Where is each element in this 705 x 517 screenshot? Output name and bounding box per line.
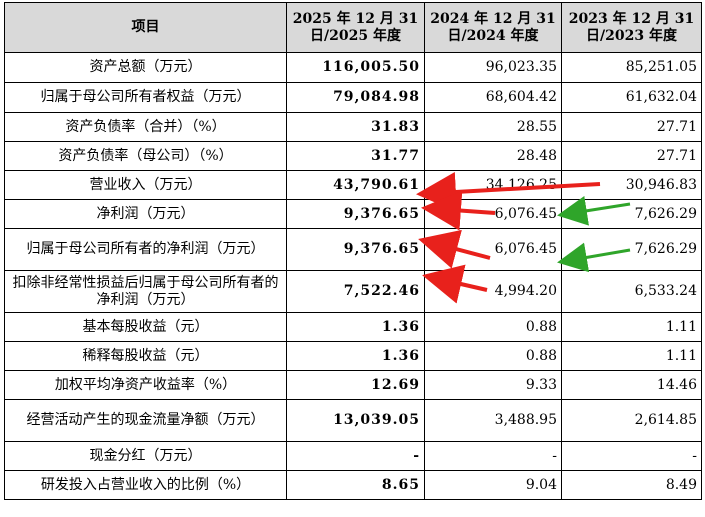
financial-summary-table: 项目 2025 年 12 月 31 日/2025 年度 2024 年 12 月 … bbox=[4, 2, 702, 500]
value-2023: 85,251.05 bbox=[561, 52, 702, 83]
value-2024: 9.33 bbox=[424, 370, 562, 400]
value-2024: 4,994.20 bbox=[424, 270, 562, 313]
table-row: 经营活动产生的现金流量净额（万元） 13,039.05 3,488.95 2,614.… bbox=[4, 399, 702, 442]
value-2025: 9,376.65 bbox=[286, 199, 425, 229]
value-2025: 9,376.65 bbox=[286, 228, 425, 271]
row-label: 资产总额（万元） bbox=[4, 52, 287, 83]
value-2023: 27.71 bbox=[561, 112, 702, 142]
row-label: 基本每股收益（元） bbox=[4, 312, 287, 342]
table-row: 营业收入（万元） 43,790.61 34,126.25 30,946.83 bbox=[4, 170, 702, 200]
value-2023: 8.49 bbox=[561, 470, 702, 500]
value-2025: 79,084.98 bbox=[286, 82, 425, 113]
row-label: 扣除非经常性损益后归属于母公司所有者的净利润（万元） bbox=[4, 270, 287, 313]
value-2025: 13,039.05 bbox=[286, 399, 425, 442]
value-2023: - bbox=[561, 441, 702, 471]
header-row: 项目 2025 年 12 月 31 日/2025 年度 2024 年 12 月 … bbox=[4, 2, 702, 53]
row-label: 经营活动产生的现金流量净额（万元） bbox=[4, 399, 287, 442]
header-2024: 2024 年 12 月 31 日/2024 年度 bbox=[424, 2, 562, 53]
value-2024: 96,023.35 bbox=[424, 52, 562, 83]
value-2024: 9.04 bbox=[424, 470, 562, 500]
row-label: 净利润（万元） bbox=[4, 199, 287, 229]
row-label: 归属于母公司所有者的净利润（万元） bbox=[4, 228, 287, 271]
value-2024: 68,604.42 bbox=[424, 82, 562, 113]
table-row: 稀释每股收益（元） 1.36 0.88 1.11 bbox=[4, 341, 702, 371]
value-2024: 3,488.95 bbox=[424, 399, 562, 442]
row-label: 资产负债率（母公司）（%） bbox=[4, 141, 287, 171]
value-2024: 6,076.45 bbox=[424, 228, 562, 271]
value-2023: 2,614.85 bbox=[561, 399, 702, 442]
value-2023: 1.11 bbox=[561, 341, 702, 371]
value-2023: 14.46 bbox=[561, 370, 702, 400]
value-2025: 7,522.46 bbox=[286, 270, 425, 313]
table-row: 现金分红（万元） - - - bbox=[4, 441, 702, 471]
table-row: 资产负债率（母公司）（%） 31.77 28.48 27.71 bbox=[4, 141, 702, 171]
table-row: 扣除非经常性损益后归属于母公司所有者的净利润（万元） 7,522.46 4,994.… bbox=[4, 270, 702, 313]
row-label: 研发投入占营业收入的比例（%） bbox=[4, 470, 287, 500]
row-label: 加权平均净资产收益率（%） bbox=[4, 370, 287, 400]
value-2024: 28.55 bbox=[424, 112, 562, 142]
value-2023: 61,632.04 bbox=[561, 82, 702, 113]
value-2024: 34,126.25 bbox=[424, 170, 562, 200]
table-row: 加权平均净资产收益率（%） 12.69 9.33 14.46 bbox=[4, 370, 702, 400]
value-2025: 8.65 bbox=[286, 470, 425, 500]
row-label: 现金分红（万元） bbox=[4, 441, 287, 471]
row-label: 稀释每股收益（元） bbox=[4, 341, 287, 371]
value-2024: 0.88 bbox=[424, 312, 562, 342]
value-2023: 27.71 bbox=[561, 141, 702, 171]
table-row: 净利润（万元） 9,376.65 6,076.45 7,626.29 bbox=[4, 199, 702, 229]
value-2023: 1.11 bbox=[561, 312, 702, 342]
value-2023: 6,533.24 bbox=[561, 270, 702, 313]
header-2023: 2023 年 12 月 31 日/2023 年度 bbox=[561, 2, 702, 53]
row-label: 资产负债率（合并）（%） bbox=[4, 112, 287, 142]
value-2025: 43,790.61 bbox=[286, 170, 425, 200]
table-row: 基本每股收益（元） 1.36 0.88 1.11 bbox=[4, 312, 702, 342]
table-row: 资产负债率（合并）（%） 31.83 28.55 27.71 bbox=[4, 112, 702, 142]
value-2023: 7,626.29 bbox=[561, 199, 702, 229]
value-2025: - bbox=[286, 441, 425, 471]
table-row: 归属于母公司所有者权益（万元） 79,084.98 68,604.42 61,632.… bbox=[4, 82, 702, 113]
table-row: 归属于母公司所有者的净利润（万元） 9,376.65 6,076.45 7,626.2… bbox=[4, 228, 702, 271]
row-label: 营业收入（万元） bbox=[4, 170, 287, 200]
table-row: 研发投入占营业收入的比例（%） 8.65 9.04 8.49 bbox=[4, 470, 702, 500]
value-2024: 6,076.45 bbox=[424, 199, 562, 229]
value-2025: 1.36 bbox=[286, 312, 425, 342]
table-row: 资产总额（万元） 116,005.50 96,023.35 85,251.05 bbox=[4, 52, 702, 83]
value-2025: 116,005.50 bbox=[286, 52, 425, 83]
value-2025: 31.77 bbox=[286, 141, 425, 171]
value-2025: 31.83 bbox=[286, 112, 425, 142]
value-2023: 30,946.83 bbox=[561, 170, 702, 200]
row-label: 归属于母公司所有者权益（万元） bbox=[4, 82, 287, 113]
value-2024: 0.88 bbox=[424, 341, 562, 371]
value-2025: 1.36 bbox=[286, 341, 425, 371]
value-2024: 28.48 bbox=[424, 141, 562, 171]
value-2025: 12.69 bbox=[286, 370, 425, 400]
header-item: 项目 bbox=[4, 2, 287, 53]
header-2025: 2025 年 12 月 31 日/2025 年度 bbox=[286, 2, 425, 53]
value-2024: - bbox=[424, 441, 562, 471]
value-2023: 7,626.29 bbox=[561, 228, 702, 271]
